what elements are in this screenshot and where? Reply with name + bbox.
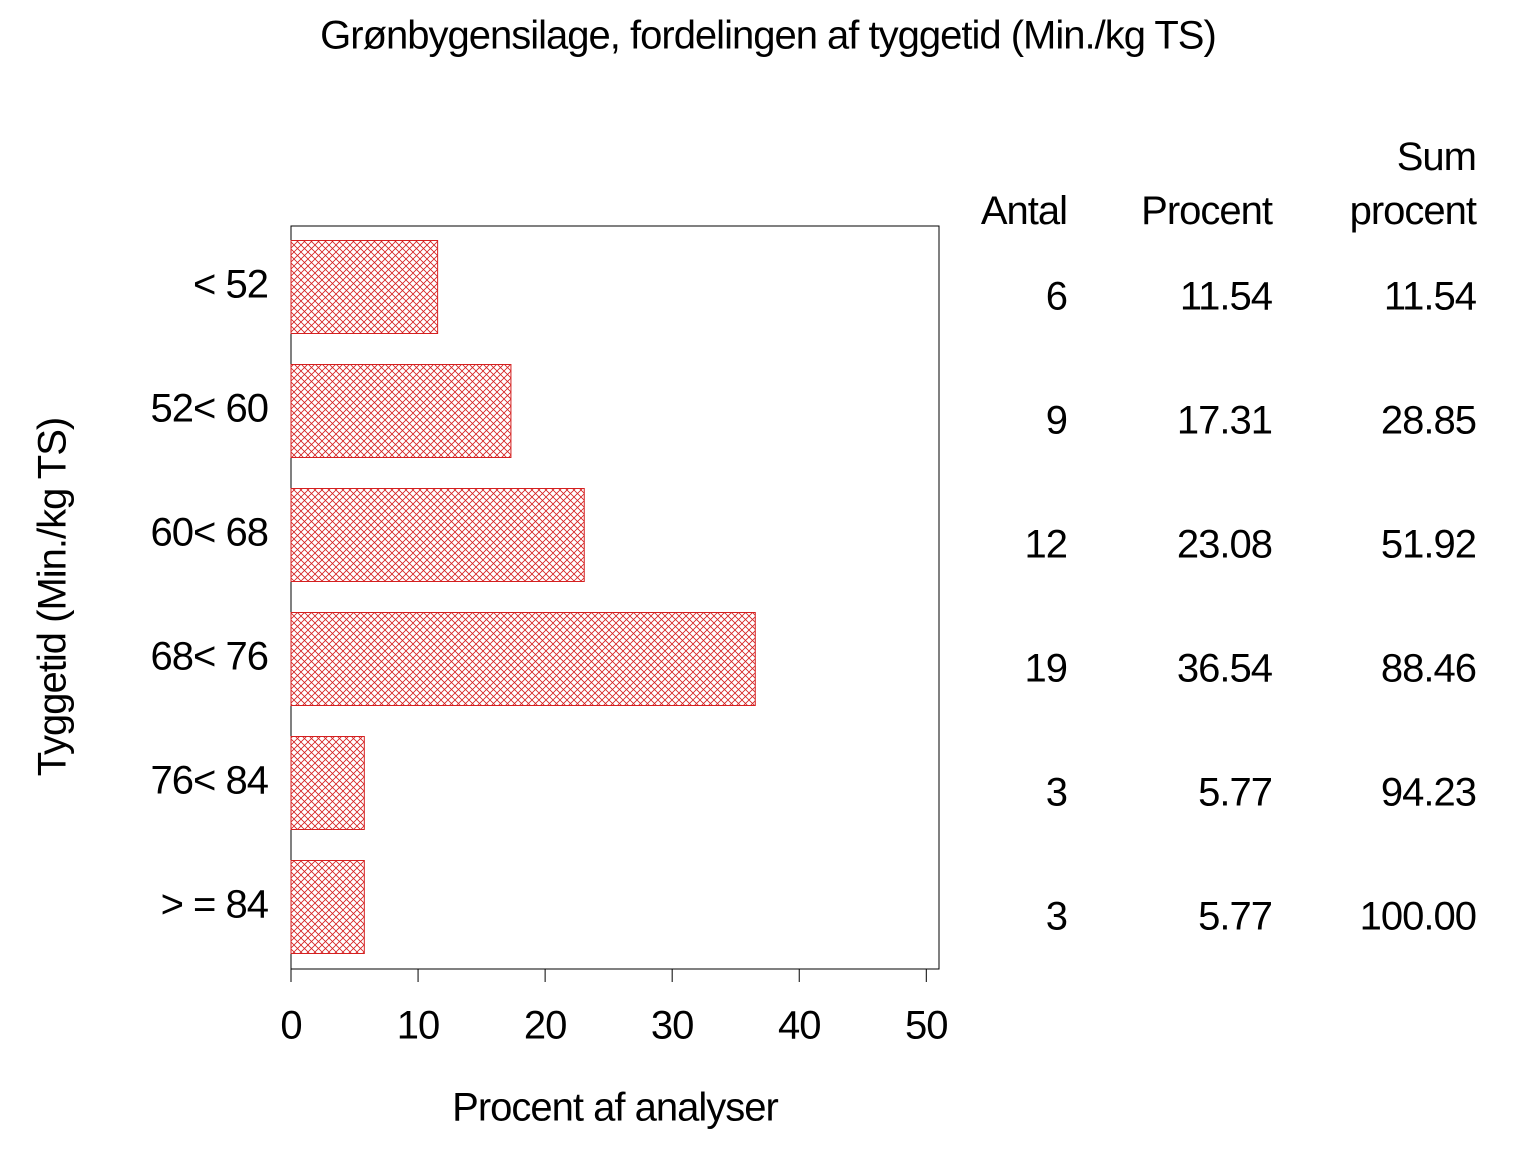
- table-cell: 17.31: [1177, 399, 1272, 443]
- y-tick-label: 52< 60: [151, 387, 268, 431]
- y-tick-label: 68< 76: [151, 635, 268, 679]
- table-header: Sum procent: [1349, 135, 1477, 233]
- x-tick-label: 10: [397, 1004, 440, 1048]
- table-cell: 12: [1025, 523, 1068, 567]
- y-tick-label: < 52: [193, 263, 268, 307]
- bar: [290, 240, 439, 334]
- y-tick-label: > = 84: [161, 883, 269, 927]
- table-cell: 11.54: [1180, 275, 1273, 319]
- table-cell: 88.46: [1381, 647, 1476, 691]
- bar: [290, 612, 756, 706]
- table-cell: 5.77: [1198, 771, 1272, 815]
- table-cell: 51.92: [1381, 523, 1476, 567]
- table-cell: 3: [1046, 895, 1067, 939]
- x-tick-label: 0: [280, 1004, 301, 1048]
- table-cell: 3: [1046, 771, 1067, 815]
- table-cell: 100.00: [1360, 895, 1476, 939]
- table-cell: 94.23: [1381, 771, 1476, 815]
- table-cell: 5.77: [1198, 895, 1272, 939]
- y-tick-label: 76< 84: [151, 759, 269, 803]
- table-cell: 9: [1046, 399, 1067, 443]
- x-tick-label: 30: [651, 1004, 694, 1048]
- table-header-box: Sum procent: [1349, 135, 1477, 233]
- bar: [290, 736, 365, 830]
- chart-title: Grønbygensilage, fordelingen af tyggetid…: [320, 14, 1216, 58]
- bar: [290, 488, 585, 582]
- table-header-box: Antal: [980, 189, 1068, 233]
- x-tick-label: 50: [905, 1004, 948, 1048]
- table-cell: 23.08: [1177, 523, 1272, 567]
- bar: [290, 860, 365, 954]
- plot-frame: [290, 225, 940, 970]
- table-cell: 6: [1046, 275, 1067, 319]
- x-axis-label: Procent af analyser: [452, 1086, 778, 1130]
- table-header-box: Procent: [1141, 189, 1273, 233]
- bar: [290, 364, 512, 458]
- y-tick-label: 60< 68: [151, 511, 268, 555]
- table-cell: 11.54: [1384, 275, 1477, 319]
- y-axis-label: Tyggetid (Min./kg TS): [31, 418, 75, 776]
- x-tick-label: 20: [524, 1004, 567, 1048]
- table-header: Antal: [980, 189, 1068, 233]
- table-cell: 19: [1025, 647, 1068, 691]
- table-cell: 28.85: [1381, 399, 1476, 443]
- table-header: Procent: [1141, 189, 1273, 233]
- table-cell: 36.54: [1177, 647, 1273, 691]
- x-tick-label: 40: [778, 1004, 821, 1048]
